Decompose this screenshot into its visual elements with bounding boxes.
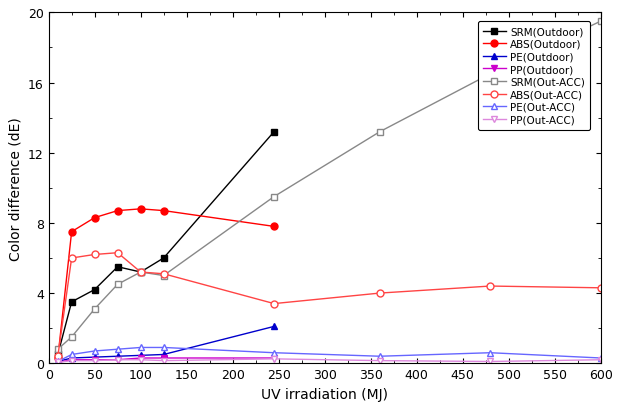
PP(Out-ACC)	[160, 358, 168, 363]
SRM(Out-ACC)	[114, 282, 121, 287]
Line: PP(Outdoor): PP(Outdoor)	[55, 355, 278, 366]
PP(Outdoor)	[91, 357, 98, 362]
SRM(Outdoor)	[160, 256, 168, 261]
PP(Outdoor)	[114, 357, 121, 362]
Legend: SRM(Outdoor), ABS(Outdoor), PE(Outdoor), PP(Outdoor), SRM(Out-ACC), ABS(Out-ACC): SRM(Outdoor), ABS(Outdoor), PE(Outdoor),…	[478, 22, 590, 130]
SRM(Outdoor)	[54, 352, 61, 357]
Line: PP(Out-ACC): PP(Out-ACC)	[55, 355, 604, 366]
PE(Out-ACC)	[376, 354, 384, 359]
SRM(Out-ACC)	[376, 130, 384, 135]
PE(Out-ACC)	[270, 351, 278, 355]
X-axis label: UV irradiation (MJ): UV irradiation (MJ)	[261, 387, 388, 401]
SRM(Outdoor)	[114, 265, 121, 270]
SRM(Out-ACC)	[597, 20, 604, 25]
ABS(Out-ACC)	[68, 256, 75, 261]
PE(Outdoor)	[137, 353, 144, 358]
PE(Outdoor)	[270, 324, 278, 329]
PE(Out-ACC)	[160, 345, 168, 350]
ABS(Outdoor)	[160, 209, 168, 213]
PP(Out-ACC)	[68, 358, 75, 363]
PP(Out-ACC)	[137, 357, 144, 362]
PE(Out-ACC)	[137, 345, 144, 350]
SRM(Outdoor)	[137, 270, 144, 275]
Line: PE(Out-ACC): PE(Out-ACC)	[55, 344, 604, 365]
ABS(Out-ACC)	[487, 284, 494, 289]
PP(Out-ACC)	[114, 357, 121, 362]
Line: SRM(Outdoor): SRM(Outdoor)	[55, 129, 278, 358]
ABS(Out-ACC)	[54, 354, 61, 359]
PE(Out-ACC)	[114, 347, 121, 352]
SRM(Out-ACC)	[160, 273, 168, 278]
Line: ABS(Out-ACC): ABS(Out-ACC)	[55, 249, 604, 360]
ABS(Outdoor)	[54, 356, 61, 361]
SRM(Out-ACC)	[137, 270, 144, 275]
ABS(Out-ACC)	[270, 301, 278, 306]
PP(Out-ACC)	[91, 358, 98, 363]
SRM(Outdoor)	[270, 130, 278, 135]
ABS(Outdoor)	[68, 229, 75, 234]
PP(Out-ACC)	[54, 360, 61, 365]
PP(Outdoor)	[160, 356, 168, 361]
PE(Out-ACC)	[68, 352, 75, 357]
PE(Out-ACC)	[91, 348, 98, 353]
SRM(Outdoor)	[68, 300, 75, 305]
ABS(Out-ACC)	[160, 272, 168, 276]
SRM(Out-ACC)	[270, 195, 278, 200]
PE(Outdoor)	[68, 356, 75, 361]
ABS(Out-ACC)	[137, 270, 144, 275]
SRM(Out-ACC)	[54, 347, 61, 352]
SRM(Out-ACC)	[91, 307, 98, 312]
PE(Out-ACC)	[487, 351, 494, 355]
ABS(Out-ACC)	[91, 252, 98, 257]
PP(Outdoor)	[54, 360, 61, 365]
PP(Out-ACC)	[270, 357, 278, 362]
PE(Outdoor)	[54, 359, 61, 364]
ABS(Outdoor)	[270, 225, 278, 229]
Line: SRM(Out-ACC): SRM(Out-ACC)	[55, 18, 604, 353]
PP(Out-ACC)	[487, 359, 494, 364]
PE(Out-ACC)	[54, 359, 61, 364]
SRM(Outdoor)	[91, 288, 98, 292]
ABS(Out-ACC)	[376, 291, 384, 296]
PE(Outdoor)	[114, 354, 121, 359]
ABS(Out-ACC)	[114, 251, 121, 256]
PP(Outdoor)	[137, 356, 144, 361]
SRM(Out-ACC)	[487, 72, 494, 77]
ABS(Outdoor)	[91, 216, 98, 220]
PE(Outdoor)	[91, 355, 98, 360]
Y-axis label: Color difference (dE): Color difference (dE)	[8, 117, 22, 260]
ABS(Out-ACC)	[597, 285, 604, 290]
SRM(Out-ACC)	[68, 335, 75, 339]
PP(Outdoor)	[270, 356, 278, 361]
PP(Outdoor)	[68, 357, 75, 362]
PE(Out-ACC)	[597, 356, 604, 361]
ABS(Outdoor)	[137, 207, 144, 212]
PP(Out-ACC)	[597, 357, 604, 362]
Line: PE(Outdoor): PE(Outdoor)	[55, 323, 278, 365]
ABS(Outdoor)	[114, 209, 121, 213]
Line: ABS(Outdoor): ABS(Outdoor)	[55, 206, 278, 362]
PE(Outdoor)	[160, 352, 168, 357]
PP(Out-ACC)	[376, 358, 384, 363]
